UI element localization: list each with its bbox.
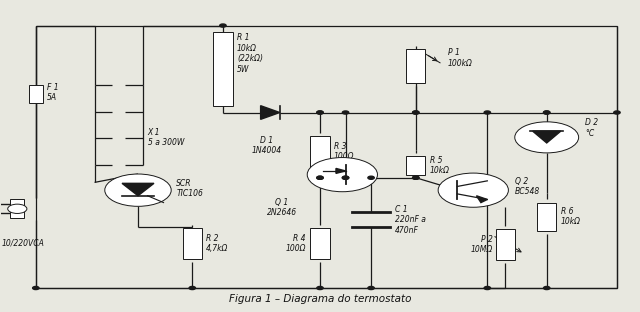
Text: R 3
100Ω: R 3 100Ω — [334, 142, 355, 161]
Circle shape — [317, 111, 323, 114]
Circle shape — [368, 176, 374, 179]
Bar — [310, 228, 330, 259]
Circle shape — [413, 111, 419, 114]
Circle shape — [368, 286, 374, 290]
Text: P 1
100kΩ: P 1 100kΩ — [448, 48, 472, 68]
Text: C 1
220nF a
470nF: C 1 220nF a 470nF — [396, 205, 426, 235]
Text: R 4
100Ω: R 4 100Ω — [285, 234, 306, 253]
Bar — [10, 199, 24, 218]
Circle shape — [413, 111, 419, 114]
Text: D 2
°C: D 2 °C — [585, 118, 598, 138]
Polygon shape — [532, 131, 561, 143]
Polygon shape — [260, 106, 280, 119]
Text: Q 2
BC548: Q 2 BC548 — [515, 177, 540, 196]
Circle shape — [413, 176, 419, 179]
Circle shape — [307, 158, 378, 192]
Bar — [495, 229, 515, 260]
Bar — [310, 136, 330, 167]
Text: P 2
10MΩ: P 2 10MΩ — [470, 235, 492, 254]
Bar — [406, 49, 426, 83]
Text: R 1
10kΩ
(22kΩ)
5W: R 1 10kΩ (22kΩ) 5W — [237, 33, 263, 74]
Circle shape — [8, 204, 27, 213]
Circle shape — [105, 174, 172, 206]
Polygon shape — [476, 196, 487, 202]
Circle shape — [614, 111, 620, 114]
Text: Figura 1 – Diagrama do termostato: Figura 1 – Diagrama do termostato — [228, 295, 412, 305]
Polygon shape — [122, 183, 154, 196]
Text: X 1
5 a 300W: X 1 5 a 300W — [148, 128, 184, 147]
Circle shape — [317, 286, 323, 290]
Circle shape — [413, 176, 419, 179]
Circle shape — [342, 176, 349, 179]
Circle shape — [317, 111, 323, 114]
Circle shape — [484, 286, 490, 290]
Bar — [406, 156, 426, 175]
Circle shape — [33, 286, 39, 290]
Circle shape — [438, 173, 508, 207]
Text: R 6
10kΩ: R 6 10kΩ — [561, 207, 580, 226]
Circle shape — [220, 24, 226, 27]
Circle shape — [317, 176, 323, 179]
Circle shape — [543, 111, 550, 114]
Text: D 1
1N4004: D 1 1N4004 — [252, 136, 282, 155]
Polygon shape — [336, 168, 346, 173]
Text: Q 1
2N2646: Q 1 2N2646 — [267, 198, 297, 217]
Circle shape — [342, 111, 349, 114]
Bar — [537, 202, 556, 231]
Circle shape — [543, 286, 550, 290]
Text: R 5
10kΩ: R 5 10kΩ — [430, 156, 450, 175]
Text: SCR
TIC106: SCR TIC106 — [176, 179, 203, 198]
Bar — [213, 32, 232, 106]
Circle shape — [189, 286, 195, 290]
Bar — [29, 85, 43, 103]
Bar — [182, 228, 202, 259]
Circle shape — [484, 111, 490, 114]
Circle shape — [317, 176, 323, 179]
Circle shape — [342, 176, 349, 179]
Text: F 1
5A: F 1 5A — [47, 83, 59, 102]
Circle shape — [515, 122, 579, 153]
Text: 10/220VCA: 10/220VCA — [2, 238, 45, 247]
Text: R 2
4,7kΩ: R 2 4,7kΩ — [206, 234, 228, 253]
Circle shape — [543, 111, 550, 114]
